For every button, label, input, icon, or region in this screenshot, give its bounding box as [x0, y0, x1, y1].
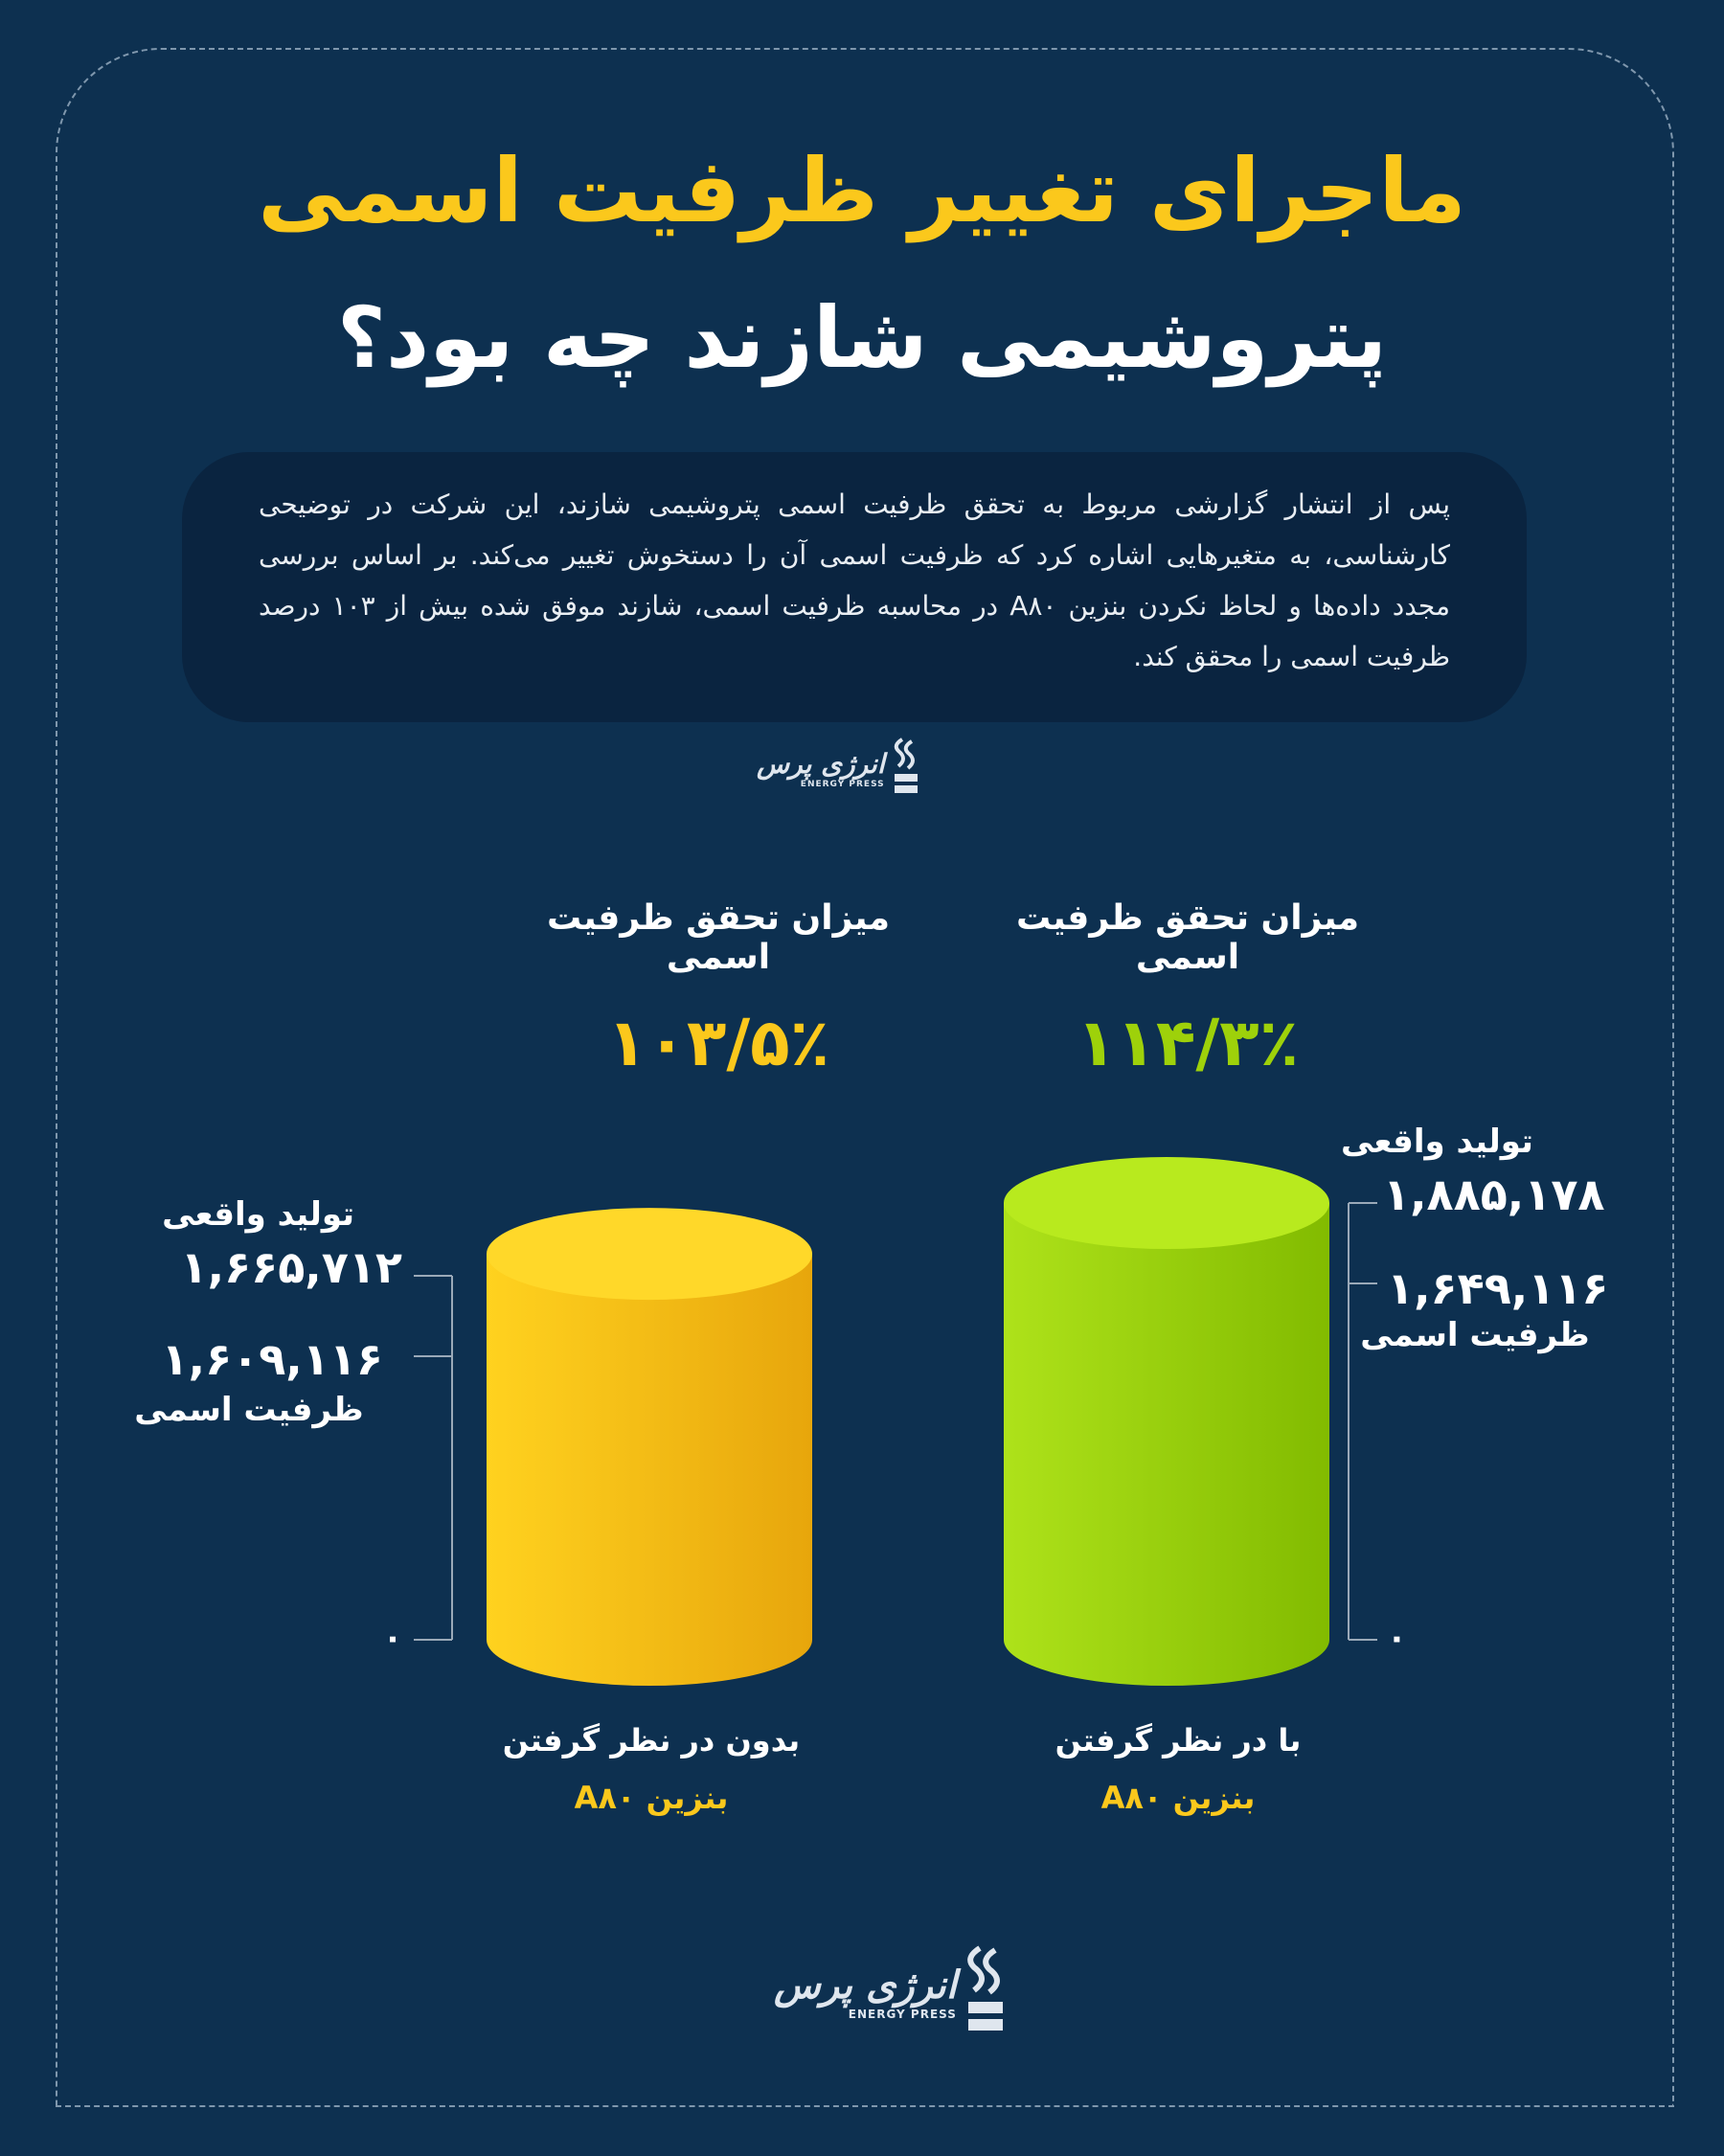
actual-value-left: ۱,۶۶۵,۷۱۲	[180, 1241, 402, 1293]
caption-fuel-left: بنزین A۸۰	[574, 1780, 729, 1816]
intro-box: پس از انتشار گزارشی مربوط به تحقق ظرفیت …	[182, 452, 1527, 722]
nominal-label-right: ظرفیت اسمی	[1360, 1316, 1590, 1354]
nominal-value-left: ۱,۶۰۹,۱۱۶	[161, 1333, 383, 1385]
bar-body-green	[1004, 1203, 1329, 1686]
zero-label-left: ۰	[382, 1619, 403, 1657]
percent-label-left: ۱۰۳/۵٪	[606, 1006, 830, 1081]
page-title: ماجرای تغییر ظرفیت اسمی	[258, 140, 1466, 242]
intro-text: پس از انتشار گزارشی مربوط به تحقق ظرفیت …	[259, 488, 1450, 672]
brand-name-bottom: انرژی پرس	[774, 1963, 957, 2008]
bar-top-yellow	[487, 1208, 812, 1301]
chart-heading-left: میزان تحقق ظرفیت اسمی	[546, 898, 890, 977]
percent-label-right: ۱۱۴/۳٪	[1076, 1006, 1300, 1081]
nominal-label-left: ظرفیت اسمی	[134, 1391, 364, 1429]
brand-tagline-bottom: ENERGY PRESS	[848, 2008, 957, 2021]
flame-icon	[894, 738, 918, 793]
brand-name: انرژی پرس	[757, 747, 885, 780]
page-subtitle: پتروشیمی شازند چه بود؟	[336, 288, 1388, 387]
caption-right: با در نظر گرفتن	[1055, 1722, 1302, 1759]
decorative-frame	[56, 48, 1674, 2107]
brand-logo-top: انرژی پرس ENERGY PRESS	[757, 738, 923, 799]
brand-tagline: ENERGY PRESS	[800, 779, 885, 789]
actual-label-left: تولید واقعی	[162, 1195, 354, 1234]
zero-label-right: ۰	[1387, 1619, 1407, 1657]
actual-label-right: تولید واقعی	[1341, 1123, 1533, 1161]
brand-logo-bottom: انرژی پرس ENERGY PRESS	[774, 1944, 1010, 2040]
flame-icon-bottom	[967, 1945, 1003, 2031]
nominal-value-right: ۱,۶۴۹,۱۱۶	[1387, 1262, 1609, 1314]
bar-body-yellow	[487, 1254, 812, 1686]
actual-value-right: ۱,۸۸۵,۱۷۸	[1383, 1169, 1605, 1220]
caption-left: بدون در نظر گرفتن	[502, 1722, 801, 1759]
chart-heading-right: میزان تحقق ظرفیت اسمی	[1015, 898, 1359, 977]
bar-top-green	[1004, 1157, 1329, 1249]
caption-fuel-right: بنزین A۸۰	[1100, 1780, 1256, 1816]
